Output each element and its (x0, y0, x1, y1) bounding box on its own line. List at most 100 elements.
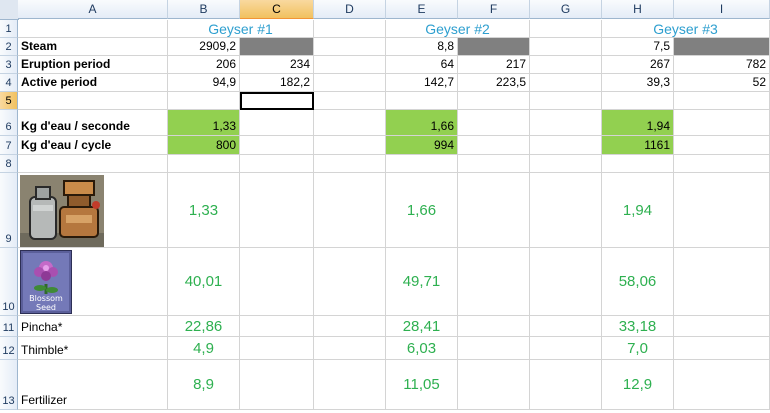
cell-e1-geyser-2-header[interactable]: Geyser #2 (386, 20, 530, 38)
cell-e3[interactable]: 64 (386, 56, 458, 74)
cell-i12[interactable] (674, 337, 770, 360)
cell-h13[interactable]: 12,9 (602, 360, 674, 410)
row-header-2[interactable]: 2 (0, 38, 18, 56)
cell-e4[interactable]: 142,7 (386, 74, 458, 92)
cell-h10[interactable]: 58,06 (602, 248, 674, 316)
cell-c6[interactable] (240, 110, 314, 136)
cell-i8[interactable] (674, 155, 770, 173)
cell-a12-label[interactable]: Thimble* (18, 337, 168, 360)
cell-d3[interactable] (314, 56, 386, 74)
column-header-c[interactable]: C (240, 0, 314, 19)
cell-d6[interactable] (314, 110, 386, 136)
cell-a11-label[interactable]: Pincha* (18, 316, 168, 337)
cell-i4[interactable]: 52 (674, 74, 770, 92)
cell-g6[interactable] (530, 110, 602, 136)
cell-a6-label[interactable]: Kg d'eau / seconde (18, 110, 168, 136)
cell-e5[interactable] (386, 92, 458, 110)
cell-i2[interactable] (674, 38, 770, 56)
cell-a8[interactable] (18, 155, 168, 173)
row-header-8[interactable]: 8 (0, 155, 18, 173)
column-header-a[interactable]: A (18, 0, 168, 19)
cell-b6[interactable]: 1,33 (168, 110, 240, 136)
cell-h9[interactable]: 1,94 (602, 173, 674, 248)
cell-h6[interactable]: 1,94 (602, 110, 674, 136)
cell-c12[interactable] (240, 337, 314, 360)
cell-h7[interactable]: 1161 (602, 136, 674, 155)
cell-c2[interactable] (240, 38, 314, 56)
cell-e2[interactable]: 8,8 (386, 38, 458, 56)
cell-f3[interactable]: 217 (458, 56, 530, 74)
cell-b5[interactable] (168, 92, 240, 110)
row-header-11[interactable]: 11 (0, 316, 18, 337)
cell-h1-geyser-3-header[interactable]: Geyser #3 (602, 20, 770, 38)
active-cell-c5[interactable] (240, 92, 314, 110)
cell-f6[interactable] (458, 110, 530, 136)
cell-g8[interactable] (530, 155, 602, 173)
cell-g5[interactable] (530, 92, 602, 110)
row-header-13[interactable]: 13 (0, 360, 18, 410)
cell-e13[interactable]: 11,05 (386, 360, 458, 410)
cell-d5[interactable] (314, 92, 386, 110)
row-header-6[interactable]: 6 (0, 110, 18, 136)
cell-e11[interactable]: 28,41 (386, 316, 458, 337)
cell-b7[interactable]: 800 (168, 136, 240, 155)
cell-e10[interactable]: 49,71 (386, 248, 458, 316)
cell-b13[interactable]: 8,9 (168, 360, 240, 410)
cell-e9[interactable]: 1,66 (386, 173, 458, 248)
cell-i7[interactable] (674, 136, 770, 155)
cell-f9[interactable] (458, 173, 530, 248)
cell-c3[interactable]: 234 (240, 56, 314, 74)
cell-d9[interactable] (314, 173, 386, 248)
column-header-f[interactable]: F (458, 0, 530, 19)
cell-a7-label[interactable]: Kg d'eau / cycle (18, 136, 168, 155)
cell-b2[interactable]: 2909,2 (168, 38, 240, 56)
cell-a1[interactable] (18, 20, 168, 38)
cell-h8[interactable] (602, 155, 674, 173)
cell-a2-label[interactable]: Steam (18, 38, 168, 56)
cell-c10[interactable] (240, 248, 314, 316)
select-all-corner[interactable] (0, 0, 19, 20)
cell-i9[interactable] (674, 173, 770, 248)
cell-a13-label[interactable]: Fertilizer (18, 360, 168, 410)
cell-a9[interactable] (18, 173, 168, 248)
cell-a4-label[interactable]: Active period (18, 74, 168, 92)
cell-d8[interactable] (314, 155, 386, 173)
cell-g13[interactable] (530, 360, 602, 410)
cell-a3-label[interactable]: Eruption period (18, 56, 168, 74)
cell-f12[interactable] (458, 337, 530, 360)
cell-b12[interactable]: 4,9 (168, 337, 240, 360)
cell-i5[interactable] (674, 92, 770, 110)
cell-d13[interactable] (314, 360, 386, 410)
cell-d1[interactable] (314, 20, 386, 38)
row-header-4[interactable]: 4 (0, 74, 18, 92)
column-header-i[interactable]: I (674, 0, 770, 19)
cell-h12[interactable]: 7,0 (602, 337, 674, 360)
row-header-9[interactable]: 9 (0, 173, 18, 248)
cell-b4[interactable]: 94,9 (168, 74, 240, 92)
row-header-3[interactable]: 3 (0, 56, 18, 74)
cell-f10[interactable] (458, 248, 530, 316)
cell-h11[interactable]: 33,18 (602, 316, 674, 337)
cell-a5[interactable] (18, 92, 168, 110)
cell-f11[interactable] (458, 316, 530, 337)
cell-b10[interactable]: 40,01 (168, 248, 240, 316)
column-header-d[interactable]: D (314, 0, 386, 19)
cell-h2[interactable]: 7,5 (602, 38, 674, 56)
cell-h5[interactable] (602, 92, 674, 110)
cell-c9[interactable] (240, 173, 314, 248)
cell-d11[interactable] (314, 316, 386, 337)
cell-g2[interactable] (530, 38, 602, 56)
cell-f7[interactable] (458, 136, 530, 155)
column-header-g[interactable]: G (530, 0, 602, 19)
row-header-10[interactable]: 10 (0, 248, 18, 316)
cell-f13[interactable] (458, 360, 530, 410)
cell-g3[interactable] (530, 56, 602, 74)
cell-d12[interactable] (314, 337, 386, 360)
column-header-b[interactable]: B (168, 0, 240, 19)
row-header-1[interactable]: 1 (0, 20, 18, 38)
cell-h4[interactable]: 39,3 (602, 74, 674, 92)
cell-f4[interactable]: 223,5 (458, 74, 530, 92)
cell-g9[interactable] (530, 173, 602, 248)
cell-f2[interactable] (458, 38, 530, 56)
cell-e6[interactable]: 1,66 (386, 110, 458, 136)
